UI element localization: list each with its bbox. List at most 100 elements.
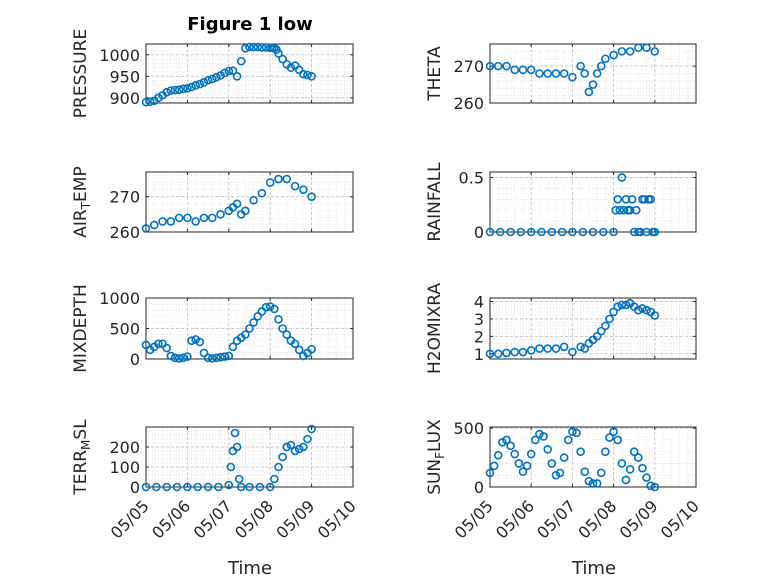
- data-point: [191, 81, 200, 90]
- y-axis-label-subscript: F: [433, 452, 447, 459]
- y-axis-label: PRESSURE: [71, 29, 91, 118]
- data-point: [216, 352, 225, 362]
- y-tick-label: 270: [453, 57, 484, 76]
- data-point: [307, 192, 316, 202]
- data-point: [249, 195, 258, 205]
- data-point: [307, 344, 316, 354]
- data-point: [278, 452, 287, 462]
- data-point: [598, 227, 608, 237]
- data-point: [174, 354, 184, 363]
- data-point: [526, 227, 536, 237]
- y-tick-label: 0: [474, 478, 484, 497]
- data-point: [502, 348, 511, 358]
- data-point: [183, 482, 192, 492]
- y-tick-label: 4: [474, 292, 484, 311]
- y-axis-label: SUNFLUX: [425, 419, 447, 495]
- data-point: [199, 78, 209, 87]
- data-point: [580, 467, 590, 477]
- data-point: [203, 353, 213, 363]
- data-point: [187, 336, 196, 346]
- y-axis-label: RAINFALL: [425, 162, 445, 242]
- data-point: [265, 482, 275, 492]
- data-point: [485, 349, 495, 359]
- data-point: [609, 227, 618, 237]
- data-point: [299, 69, 308, 79]
- data-point: [588, 227, 598, 237]
- data-point: [613, 194, 623, 204]
- axes-box: [145, 426, 354, 488]
- axes-box: [489, 297, 697, 360]
- data-point: [282, 174, 292, 184]
- data-point: [596, 468, 606, 478]
- data-point: [650, 311, 660, 320]
- data-point: [220, 352, 229, 361]
- data-point: [245, 482, 254, 492]
- data-point: [650, 482, 660, 492]
- data-point: [646, 481, 655, 491]
- y-tick-label: 0.5: [459, 168, 484, 187]
- data-point: [253, 42, 263, 52]
- data-point: [485, 468, 495, 478]
- y-tick-label: 1000: [99, 46, 140, 65]
- data-point: [596, 61, 606, 71]
- y-tick-label: 100: [109, 458, 140, 477]
- data-point: [166, 86, 176, 95]
- data-point: [303, 434, 312, 444]
- data-point: [152, 482, 161, 492]
- data-point: [621, 194, 631, 204]
- y-tick-label: 1: [474, 345, 484, 364]
- data-point: [510, 449, 520, 459]
- data-point: [234, 474, 244, 484]
- data-point: [174, 85, 184, 94]
- data-point: [207, 354, 217, 363]
- axes-box: [489, 43, 697, 104]
- data-point: [178, 84, 188, 94]
- data-point: [625, 47, 635, 56]
- y-axis-label-main: PRESSURE: [71, 29, 91, 118]
- data-point: [207, 74, 217, 84]
- data-point: [307, 424, 316, 434]
- data-point: [257, 188, 267, 198]
- y-axis-label-tail: EMP: [71, 166, 91, 202]
- data-point: [506, 441, 515, 451]
- data-point: [516, 227, 526, 237]
- data-point: [601, 447, 610, 457]
- data-point: [253, 311, 263, 321]
- data-point: [255, 482, 265, 492]
- data-point: [518, 65, 528, 75]
- data-point: [551, 69, 561, 78]
- data-point: [617, 47, 627, 56]
- data-point: [236, 482, 246, 492]
- data-point: [270, 474, 279, 484]
- data-point: [278, 54, 287, 64]
- y-tick-label: 500: [453, 419, 484, 438]
- subplot-3: 260 270 AIRTEMP: [71, 166, 354, 242]
- y-tick-label: 1000: [99, 289, 140, 308]
- y-tick-label: 260: [453, 94, 484, 113]
- data-point: [212, 72, 221, 82]
- data-point: [578, 227, 588, 237]
- y-tick-label: 270: [109, 188, 140, 207]
- axes-box: [145, 171, 354, 233]
- y-tick-label: 900: [109, 89, 140, 108]
- y-tick-label: 3: [474, 310, 484, 329]
- data-point: [183, 213, 192, 223]
- data-point: [170, 353, 180, 363]
- y-axis-label: THETA: [425, 46, 445, 102]
- y-axis-label-main: SUN: [425, 459, 445, 495]
- data-point: [613, 435, 623, 445]
- data-point: [526, 449, 536, 459]
- data-point: [187, 82, 196, 92]
- data-point: [502, 61, 511, 71]
- data-point: [650, 227, 660, 237]
- data-point: [619, 205, 629, 215]
- data-point: [634, 305, 643, 315]
- data-point: [224, 351, 234, 361]
- data-point: [580, 344, 590, 353]
- data-point: [535, 69, 544, 78]
- data-point: [232, 442, 242, 452]
- data-point: [282, 330, 292, 339]
- data-point: [212, 353, 221, 363]
- data-point: [203, 482, 213, 492]
